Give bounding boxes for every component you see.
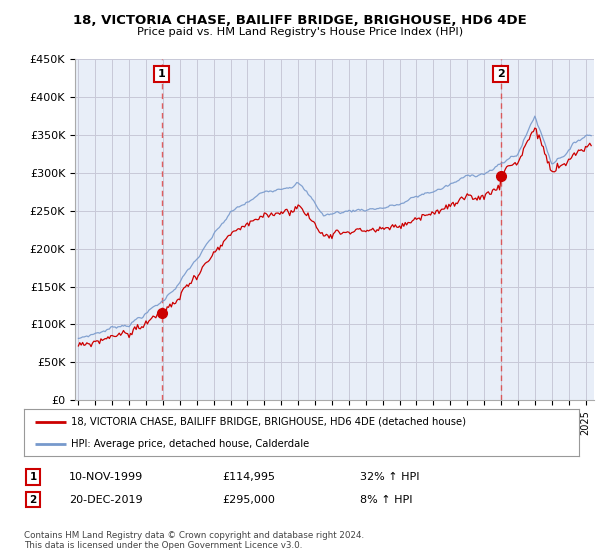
Text: 1: 1 [29, 472, 37, 482]
Text: 8% ↑ HPI: 8% ↑ HPI [360, 494, 413, 505]
Text: £295,000: £295,000 [222, 494, 275, 505]
Text: Contains HM Land Registry data © Crown copyright and database right 2024.
This d: Contains HM Land Registry data © Crown c… [24, 531, 364, 550]
Text: 1: 1 [158, 69, 166, 79]
Text: 10-NOV-1999: 10-NOV-1999 [69, 472, 143, 482]
Text: £114,995: £114,995 [222, 472, 275, 482]
Text: 18, VICTORIA CHASE, BAILIFF BRIDGE, BRIGHOUSE, HD6 4DE (detached house): 18, VICTORIA CHASE, BAILIFF BRIDGE, BRIG… [71, 417, 466, 427]
Text: Price paid vs. HM Land Registry's House Price Index (HPI): Price paid vs. HM Land Registry's House … [137, 27, 463, 37]
Text: HPI: Average price, detached house, Calderdale: HPI: Average price, detached house, Cald… [71, 438, 310, 449]
Text: 2: 2 [497, 69, 505, 79]
Text: 20-DEC-2019: 20-DEC-2019 [69, 494, 143, 505]
Text: 2: 2 [29, 494, 37, 505]
Text: 32% ↑ HPI: 32% ↑ HPI [360, 472, 419, 482]
Text: 18, VICTORIA CHASE, BAILIFF BRIDGE, BRIGHOUSE, HD6 4DE: 18, VICTORIA CHASE, BAILIFF BRIDGE, BRIG… [73, 14, 527, 27]
